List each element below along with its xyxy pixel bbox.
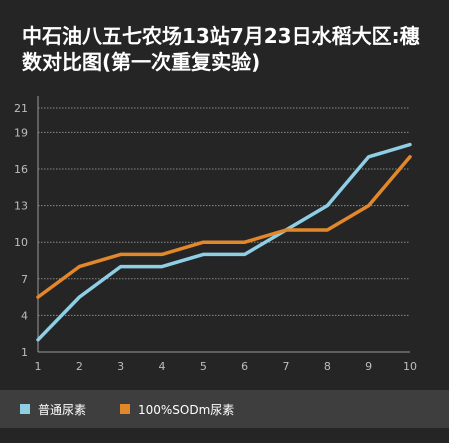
chart-title-line-2: 数对比图(第一次重复实验) [22,50,261,74]
y-tick-label: 19 [14,126,28,139]
y-tick-labels: 1 4 7 10 13 16 19 21 [14,102,28,359]
legend-label-series-1: 普通尿素 [38,402,87,417]
legend-item-series-2[interactable]: 100%SODm尿素 [120,400,234,418]
y-tick-label: 21 [14,102,28,115]
x-tick-label: 2 [76,360,83,373]
y-tick-label: 16 [14,163,28,176]
grid-lines [38,107,410,316]
axes [37,96,410,353]
x-tick-label: 10 [403,360,417,373]
y-tick-label: 4 [21,309,28,322]
x-tick-label: 1 [35,360,42,373]
legend-swatch-series-2 [120,404,130,414]
legend-item-series-1[interactable]: 普通尿素 [20,400,86,418]
x-tick-label: 8 [324,360,331,373]
x-tick-label: 5 [200,360,207,373]
x-tick-label: 7 [283,360,290,373]
y-tick-label: 13 [14,200,28,213]
series-lines [36,142,412,342]
y-tick-label: 7 [21,273,28,286]
legend-label-series-2: 100%SODm尿素 [138,402,235,417]
y-tick-label: 1 [21,346,28,359]
x-tick-label: 9 [365,360,372,373]
y-tick-label: 10 [14,236,28,249]
legend-swatch-series-1 [20,404,30,414]
x-tick-labels: 1 2 3 4 5 6 7 8 9 10 [35,360,418,373]
x-tick-label: 6 [241,360,248,373]
series-line-2 [36,155,412,299]
legend: 普通尿素 100%SODm尿素 [0,390,449,428]
series-line-1 [36,142,412,342]
chart-title-line-1: 中石油八五七农场13站7月23日水稻大区:穗 [22,24,420,48]
x-tick-label: 4 [159,360,166,373]
x-tick-label: 3 [117,360,124,373]
